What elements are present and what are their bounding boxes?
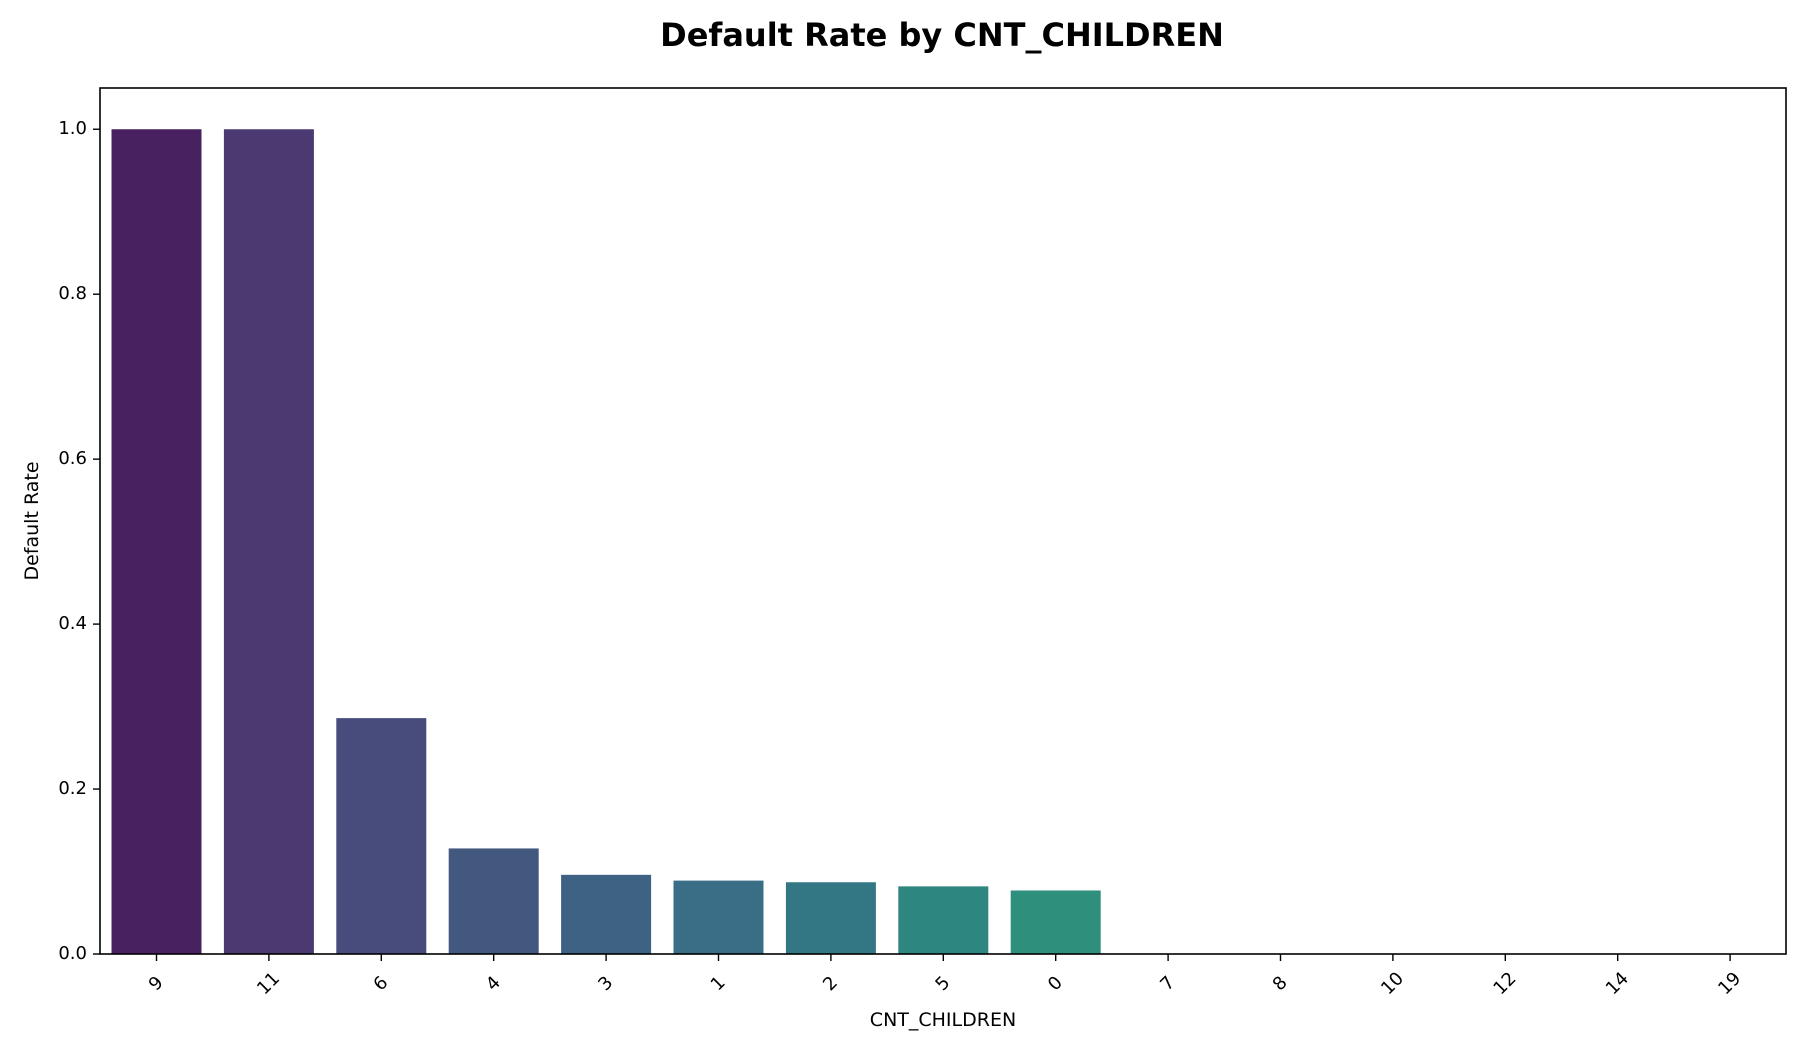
bar-9 — [111, 129, 202, 955]
x-tick-label: 2 — [819, 972, 842, 995]
chart-title: Default Rate by CNT_CHILDREN — [660, 16, 1224, 54]
bar-5 — [898, 886, 989, 954]
x-tick-label: 3 — [594, 972, 617, 995]
y-axis-label: Default Rate — [21, 461, 43, 580]
x-tick-label: 4 — [482, 972, 505, 995]
plot-area — [111, 129, 1101, 955]
x-tick-label: 8 — [1269, 972, 1292, 995]
x-tick-label: 12 — [1489, 968, 1520, 999]
bar-3 — [561, 874, 652, 954]
y-axis: 0.0 0.2 0.4 0.6 0.8 1.0 — [58, 118, 100, 964]
x-tick-label: 6 — [369, 972, 392, 995]
x-tick-label: 10 — [1377, 968, 1408, 999]
bar-0 — [1010, 890, 1101, 954]
x-axis-label: CNT_CHILDREN — [870, 1009, 1016, 1031]
x-tick-label: 9 — [145, 972, 168, 995]
y-tick-label: 0.0 — [58, 943, 87, 964]
y-tick-label: 0.2 — [58, 778, 87, 799]
x-tick-label: 11 — [253, 968, 284, 999]
y-tick-label: 1.0 — [58, 118, 87, 139]
y-tick-label: 0.6 — [58, 448, 87, 469]
x-tick-label: 14 — [1602, 968, 1633, 999]
y-tick-label: 0.4 — [58, 613, 87, 634]
x-axis: 9 11 6 4 3 1 2 5 0 7 8 10 12 14 19 — [145, 954, 1745, 999]
x-tick-label: 19 — [1714, 968, 1745, 999]
y-tick-label: 0.8 — [58, 283, 87, 304]
bar-2 — [785, 882, 876, 954]
x-tick-label: 7 — [1156, 972, 1179, 995]
bar-11 — [223, 129, 314, 955]
bar-6 — [336, 718, 427, 954]
x-tick-label: 0 — [1044, 972, 1067, 995]
x-tick-label: 5 — [931, 972, 954, 995]
bar-4 — [448, 848, 539, 954]
bar-1 — [673, 880, 764, 954]
x-tick-label: 1 — [707, 972, 730, 995]
